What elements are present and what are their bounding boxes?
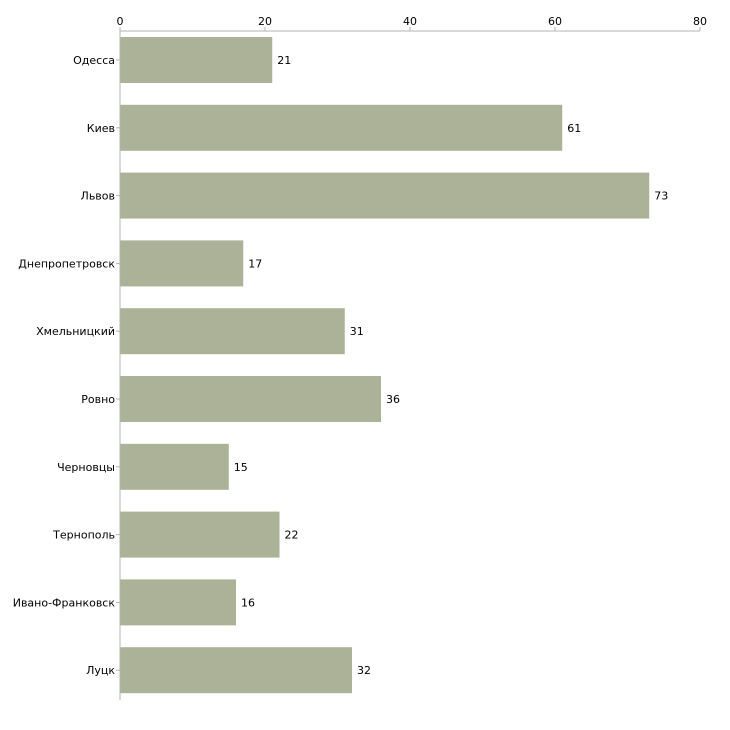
bar bbox=[120, 104, 563, 151]
data-label: 17 bbox=[248, 257, 262, 270]
category-label: Ивано-Франковск bbox=[13, 596, 116, 609]
bar bbox=[120, 172, 650, 219]
data-label: 36 bbox=[386, 393, 400, 406]
x-tick-label: 20 bbox=[258, 15, 272, 28]
data-label: 21 bbox=[277, 54, 291, 67]
bar bbox=[120, 37, 273, 83]
category-label: Днепропетровск bbox=[18, 257, 115, 270]
data-label: 16 bbox=[241, 596, 255, 609]
category-axis: Одесса Киев Львов Днепропетровск Хмельницкий… bbox=[13, 54, 120, 677]
category-label: Ровно bbox=[81, 393, 115, 406]
category-label: Тернополь bbox=[52, 529, 115, 542]
category-label: Черновцы bbox=[57, 461, 115, 474]
data-label: 22 bbox=[285, 529, 299, 542]
data-label: 15 bbox=[234, 461, 248, 474]
data-labels: 21 61 73 17 31 36 15 22 16 32 bbox=[234, 54, 669, 677]
bar bbox=[120, 443, 229, 490]
data-label: 32 bbox=[357, 664, 371, 677]
bar bbox=[120, 511, 280, 558]
x-tick-label: 0 bbox=[117, 15, 124, 28]
data-label: 31 bbox=[350, 325, 364, 338]
data-label: 73 bbox=[654, 190, 668, 203]
bar bbox=[120, 579, 236, 626]
bar bbox=[120, 647, 352, 694]
x-axis: 0 20 40 60 80 bbox=[117, 15, 707, 700]
data-label: 61 bbox=[567, 122, 581, 135]
bars bbox=[120, 37, 650, 694]
category-label: Киев bbox=[87, 122, 115, 135]
category-label: Хмельницкий bbox=[36, 325, 115, 338]
x-tick-label: 40 bbox=[403, 15, 417, 28]
category-label: Одесса bbox=[73, 54, 115, 67]
x-tick-label: 80 bbox=[693, 15, 707, 28]
bar bbox=[120, 308, 345, 355]
category-label: Луцк bbox=[86, 664, 115, 677]
category-label: Львов bbox=[81, 190, 115, 203]
bar bbox=[120, 376, 381, 422]
bar bbox=[120, 240, 244, 287]
x-tick-label: 60 bbox=[548, 15, 562, 28]
